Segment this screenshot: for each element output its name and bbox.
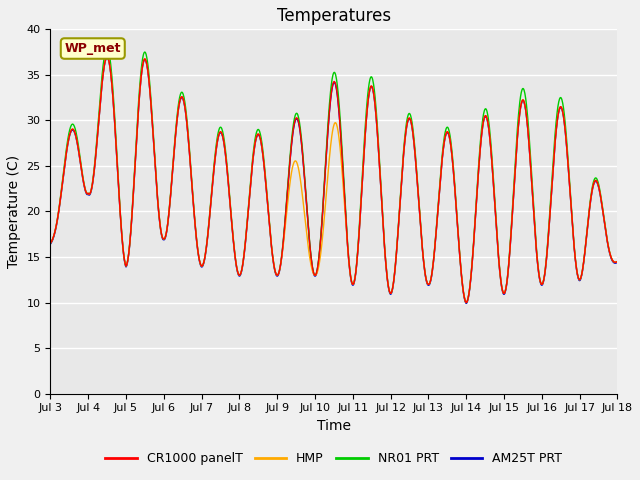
HMP xyxy=(497,278,505,284)
HMP xyxy=(422,277,430,283)
Line: NR01 PRT: NR01 PRT xyxy=(51,48,618,302)
NR01 PRT xyxy=(422,277,430,283)
Line: AM25T PRT: AM25T PRT xyxy=(51,58,618,303)
AM25T PRT xyxy=(159,237,167,242)
CR1000 panelT xyxy=(173,119,180,124)
HMP xyxy=(547,197,555,203)
Line: CR1000 panelT: CR1000 panelT xyxy=(51,57,618,302)
NR01 PRT xyxy=(497,277,505,283)
CR1000 panelT xyxy=(422,277,430,283)
HMP xyxy=(614,259,621,264)
AM25T PRT xyxy=(497,278,505,284)
Title: Temperatures: Temperatures xyxy=(277,7,391,25)
CR1000 panelT xyxy=(547,197,555,203)
AM25T PRT xyxy=(236,272,244,278)
AM25T PRT xyxy=(462,300,470,306)
CR1000 panelT xyxy=(103,54,111,60)
NR01 PRT xyxy=(462,300,470,305)
CR1000 panelT xyxy=(462,300,470,305)
Line: HMP: HMP xyxy=(51,57,618,302)
NR01 PRT xyxy=(103,45,111,50)
AM25T PRT xyxy=(47,241,54,247)
CR1000 panelT xyxy=(236,272,244,277)
CR1000 panelT xyxy=(159,236,167,241)
CR1000 panelT xyxy=(614,259,621,264)
NR01 PRT xyxy=(547,192,555,198)
CR1000 panelT xyxy=(497,278,505,284)
AM25T PRT xyxy=(173,120,180,125)
Legend: CR1000 panelT, HMP, NR01 PRT, AM25T PRT: CR1000 panelT, HMP, NR01 PRT, AM25T PRT xyxy=(100,447,568,470)
HMP xyxy=(47,240,54,246)
HMP xyxy=(173,119,180,124)
AM25T PRT xyxy=(103,55,111,60)
HMP xyxy=(103,54,111,60)
AM25T PRT xyxy=(422,278,430,284)
X-axis label: Time: Time xyxy=(317,419,351,433)
NR01 PRT xyxy=(47,240,54,246)
NR01 PRT xyxy=(614,259,621,264)
HMP xyxy=(236,272,244,277)
Text: WP_met: WP_met xyxy=(65,42,121,55)
AM25T PRT xyxy=(614,260,621,265)
NR01 PRT xyxy=(236,272,244,277)
HMP xyxy=(462,300,470,305)
Y-axis label: Temperature (C): Temperature (C) xyxy=(7,155,21,268)
NR01 PRT xyxy=(173,115,180,120)
CR1000 panelT xyxy=(47,240,54,246)
NR01 PRT xyxy=(159,236,167,241)
AM25T PRT xyxy=(547,198,555,204)
HMP xyxy=(159,236,167,241)
